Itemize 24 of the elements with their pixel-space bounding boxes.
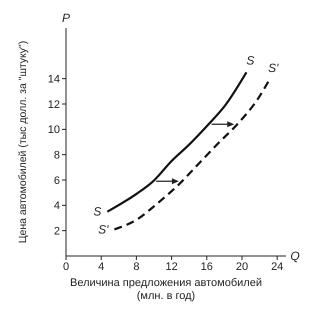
text: P [62, 11, 70, 25]
y-tick-label: 8 [54, 150, 60, 162]
x-tick-label: 16 [200, 260, 213, 273]
y-tick-label: 14 [48, 74, 60, 86]
x-tick-label: 12 [165, 260, 178, 273]
x-axis-title: Величина предложения автомобилей (млн. в год) [70, 277, 262, 302]
y-tick-label: 2 [54, 226, 60, 238]
line-series [113, 78, 270, 230]
y-tick-label: 12 [48, 98, 60, 111]
series-label: S [246, 53, 254, 68]
series-label: S' [268, 60, 280, 75]
y-tick-label: 6 [54, 174, 60, 187]
y-tick-label: 10 [48, 124, 60, 136]
x-tick-label: 4 [98, 260, 104, 273]
y-axis-title: Цена автомобилей (тыс долл. за "штуку") [17, 40, 29, 244]
text: Q [290, 249, 300, 263]
text: S [93, 204, 102, 219]
line-series [106, 71, 248, 213]
text: S' [98, 222, 108, 236]
x-tick-label: 20 [236, 260, 248, 273]
x-tick-label: 24 [271, 260, 284, 273]
x-tick-label: 8 [133, 260, 140, 273]
y-tick-label: 4 [54, 200, 60, 212]
x-tick-label: 0 [62, 260, 70, 273]
